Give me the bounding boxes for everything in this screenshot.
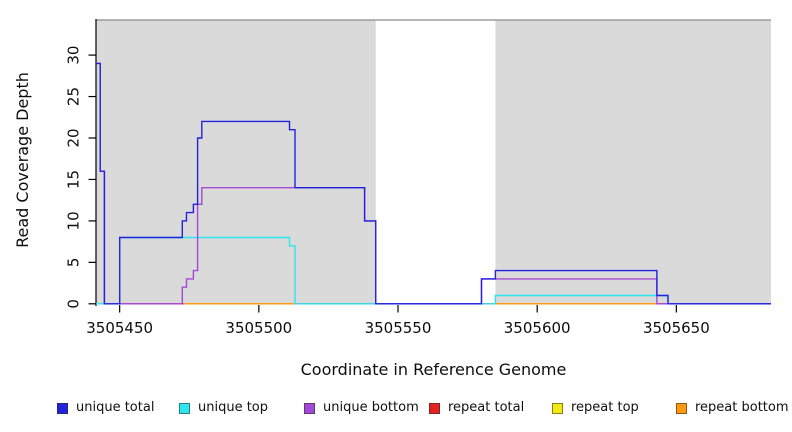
y-tick-label: 15 <box>64 170 82 189</box>
legend-swatch-unique-bottom <box>304 402 315 414</box>
legend-swatch-repeat-bottom <box>676 402 687 414</box>
y-tick-label: 20 <box>64 128 82 147</box>
y-axis-title: Read Coverage Depth <box>13 72 32 248</box>
legend-swatch-repeat-top <box>552 402 563 414</box>
legend-label: repeat bottom <box>695 400 789 415</box>
x-tick-label: 3505550 <box>365 319 432 337</box>
legend-item-repeat-bottom: repeat bottom <box>676 401 789 415</box>
y-tick-label: 0 <box>64 299 82 309</box>
legend-item-repeat-total: repeat total <box>429 401 524 415</box>
legend-swatch-unique-top <box>179 402 190 414</box>
legend-item-unique-top: unique top <box>179 401 268 415</box>
legend-swatch-repeat-total <box>429 402 440 414</box>
legend-item-unique-bottom: unique bottom <box>304 401 419 415</box>
shaded-region-2 <box>495 20 771 305</box>
legend-item-repeat-top: repeat top <box>552 401 639 415</box>
legend-label: unique total <box>76 400 155 415</box>
y-tick-label: 10 <box>64 211 82 230</box>
legend-swatch-unique-total <box>57 402 68 414</box>
series-unique-total <box>96 62 771 305</box>
legend-label: unique bottom <box>323 400 419 415</box>
x-tick-label: 3505500 <box>225 319 292 337</box>
x-tick-label: 3505600 <box>504 319 571 337</box>
x-axis-title: Coordinate in Reference Genome <box>300 360 567 379</box>
y-tick-label: 5 <box>64 258 82 268</box>
legend-label: unique top <box>198 400 269 415</box>
x-tick-label: 3505650 <box>643 319 710 337</box>
x-tick-label: 3505450 <box>86 319 153 337</box>
shaded-region-1 <box>96 20 376 305</box>
y-tick-label: 30 <box>64 46 82 65</box>
legend-item-unique-total: unique total <box>57 401 154 415</box>
coverage-chart-canvas: 0 5 10 15 20 25 30 3505450 3505500 3505550 3505600… <box>64 19 771 337</box>
legend-label: repeat top <box>571 400 639 415</box>
y-tick-label: 25 <box>64 87 82 106</box>
legend-label: repeat total <box>448 400 525 415</box>
